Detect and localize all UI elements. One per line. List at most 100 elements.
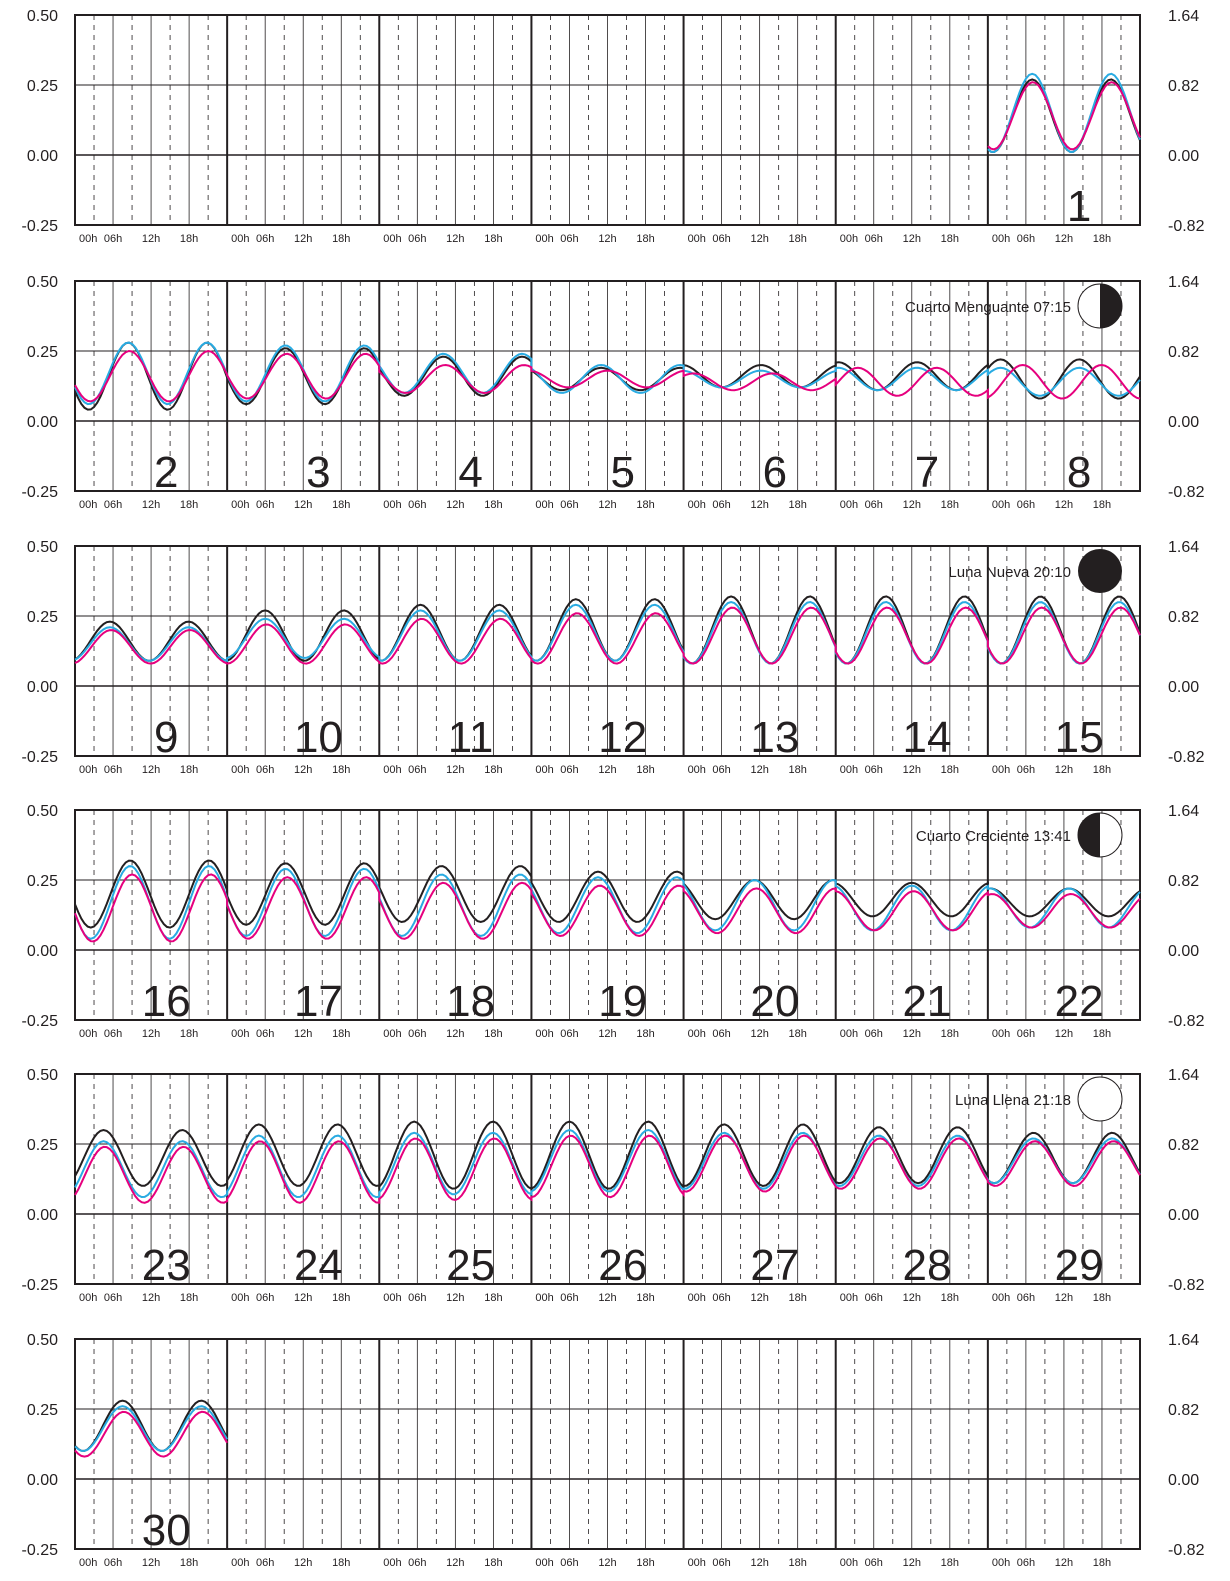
right-axis-tick: 0.00 [1168,1472,1199,1489]
hour-tick-label: 00h [688,1028,706,1040]
hour-tick-label: 18h [180,233,198,245]
hour-tick-label: 12h [750,1028,768,1040]
hour-tick-label: 00h [79,499,97,511]
hour-tick-label: 06h [865,499,883,511]
tide-series [74,1134,1141,1204]
hour-tick-label: 18h [941,499,959,511]
hour-tick-label: 12h [142,764,160,776]
day-number: 27 [750,1241,799,1290]
hour-tick-label: 00h [688,764,706,776]
left-axis-tick: 0.00 [27,943,58,960]
left-axis-tick: 0.25 [27,609,58,626]
hour-tick-label: 06h [712,499,730,511]
hour-tick-label: 06h [256,1557,274,1569]
hour-tick-label: 00h [535,1292,553,1304]
hour-tick-label: 06h [408,233,426,245]
right-axis-tick: 1.64 [1168,274,1199,291]
day-number: 15 [1055,713,1104,762]
right-axis-tick: 0.82 [1168,1137,1199,1154]
hour-tick-label: 00h [992,764,1010,776]
hour-tick-label: 06h [865,233,883,245]
left-axis-tick: 0.50 [27,539,58,556]
hour-tick-label: 00h [992,1557,1010,1569]
hour-tick-label: 18h [636,499,654,511]
hour-tick-label: 06h [560,499,578,511]
hour-tick-label: 12h [294,499,312,511]
day-number: 6 [763,448,787,497]
hour-tick-label: 18h [636,1028,654,1040]
moon-shadow [1078,813,1100,857]
left-axis-tick: -0.25 [22,1277,59,1294]
right-axis-tick: 0.00 [1168,1207,1199,1224]
hour-tick-label: 18h [1093,764,1111,776]
hour-tick-label: 12h [142,1557,160,1569]
day-number: 26 [598,1241,647,1290]
hour-tick-label: 12h [598,499,616,511]
hour-tick-label: 12h [1055,1028,1073,1040]
hour-tick-label: 18h [332,233,350,245]
day-number: 24 [294,1241,343,1290]
hour-tick-label: 18h [180,1557,198,1569]
hour-tick-label: 12h [750,1557,768,1569]
tide-series [74,1128,1141,1199]
day-number: 14 [903,713,952,762]
hour-tick-label: 06h [560,764,578,776]
left-axis-tick: -0.25 [22,1013,59,1030]
day-number: 17 [294,977,343,1026]
right-axis-tick: -0.82 [1168,1013,1205,1030]
moon-phase-label: Luna Nueva 20:10 [948,564,1071,581]
hour-tick-label: 06h [560,1557,578,1569]
panel-frame [74,545,1141,757]
hour-tick-label: 00h [840,764,858,776]
day-number: 4 [458,448,482,497]
left-axis-tick: 0.50 [27,1067,58,1084]
hour-tick-label: 12h [1055,764,1073,776]
right-axis-tick: 0.00 [1168,943,1199,960]
hour-tick-label: 12h [598,764,616,776]
hour-tick-label: 00h [383,499,401,511]
hour-tick-label: 12h [294,1557,312,1569]
first-quarter-moon-icon [1077,812,1123,858]
hour-tick-label: 12h [446,764,464,776]
hour-tick-label: 18h [788,1557,806,1569]
hour-tick-label: 18h [941,233,959,245]
left-axis-tick: 0.50 [27,803,58,820]
hour-tick-label: 00h [535,1557,553,1569]
day-number: 2 [154,448,178,497]
hour-tick-label: 12h [446,499,464,511]
hour-tick-label: 00h [231,764,249,776]
hour-tick-label: 18h [332,1292,350,1304]
hour-tick-label: 18h [180,499,198,511]
hour-tick-label: 18h [941,1028,959,1040]
hour-tick-label: 00h [688,1292,706,1304]
hour-tick-label: 12h [1055,233,1073,245]
moon-phase-label: Luna Llena 21:18 [955,1092,1071,1109]
right-axis-tick: 1.64 [1168,1067,1199,1084]
hour-tick-label: 06h [104,1557,122,1569]
hour-tick-label: 18h [1093,499,1111,511]
day-number: 29 [1055,1241,1104,1290]
hour-tick-label: 18h [484,1292,502,1304]
day-number: 23 [142,1241,191,1290]
hour-tick-label: 12h [142,1028,160,1040]
hour-tick-label: 00h [688,233,706,245]
hour-tick-label: 06h [712,1292,730,1304]
left-axis-tick: 0.50 [27,8,58,25]
hour-tick-label: 06h [560,1292,578,1304]
panel-3: 0.50 1.64 0.25 0.82 0.00 0.00 -0.25 -0.82 00h 06h… [22,539,1205,776]
hour-tick-label: 00h [79,764,97,776]
right-axis-tick: 0.00 [1168,414,1199,431]
moon-phase-label: Cuarto Creciente 13:41 [916,828,1071,845]
hour-tick-label: 06h [104,233,122,245]
hour-tick-label: 06h [1017,1028,1035,1040]
right-axis-tick: 0.82 [1168,609,1199,626]
tide-series [987,72,1141,154]
hour-tick-label: 18h [332,764,350,776]
hour-tick-label: 06h [1017,764,1035,776]
left-axis-tick: 0.00 [27,1207,58,1224]
hour-tick-label: 18h [636,764,654,776]
last-quarter-moon-icon [1077,283,1123,329]
day-number: 20 [750,977,799,1026]
new-moon-icon [1078,549,1122,593]
hour-tick-label: 12h [750,499,768,511]
